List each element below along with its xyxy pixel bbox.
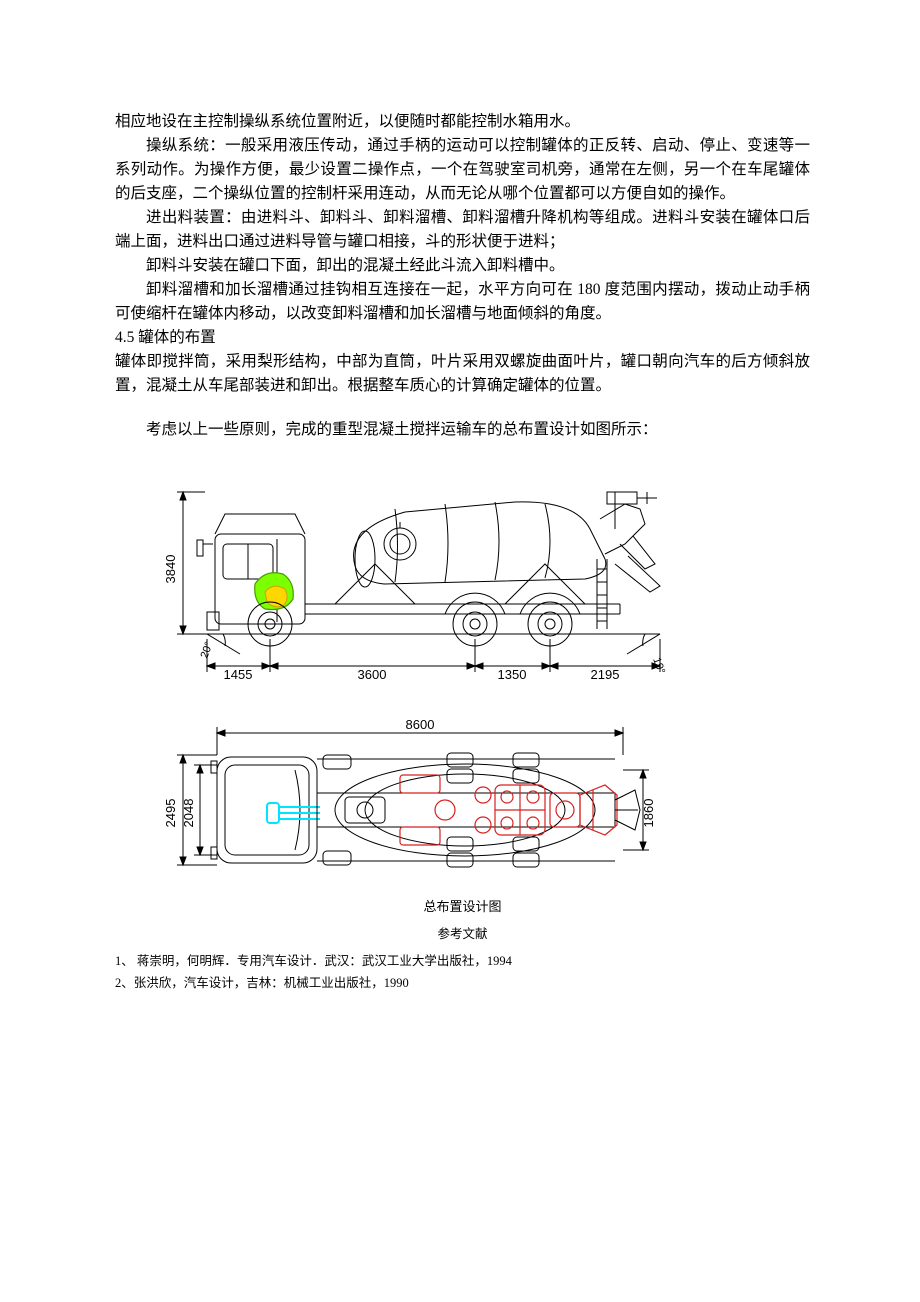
svg-text:3840: 3840 bbox=[163, 555, 178, 584]
svg-text:8600: 8600 bbox=[406, 717, 435, 732]
svg-text:2495: 2495 bbox=[163, 799, 178, 828]
paragraph: 罐体即搅拌筒，采用梨形结构，中部为直筒，叶片采用双螺旋曲面叶片，罐口朝向汽车的后… bbox=[115, 350, 810, 398]
paragraph: 卸料溜槽和加长溜槽通过挂钩相互连接在一起，水平方向可在 180 度范围内摆动，拨… bbox=[115, 278, 810, 326]
svg-text:1455: 1455 bbox=[224, 667, 253, 682]
references-list: 1、 蒋崇明，何明辉．专用汽车设计．武汉：武汉工业大学出版社，1994 2、张洪… bbox=[115, 950, 810, 994]
top-view-diagram: 8600 2495 2048 1860 bbox=[145, 715, 675, 890]
references-heading: 参考文献 bbox=[115, 923, 810, 942]
svg-text:1860: 1860 bbox=[641, 799, 656, 828]
svg-text:3600: 3600 bbox=[358, 667, 387, 682]
document-page: 相应地设在主控制操纵系统位置附近，以便随时都能控制水箱用水。 操纵系统：一般采用… bbox=[0, 0, 920, 1054]
svg-text:2195: 2195 bbox=[591, 667, 620, 682]
reference-item: 2、张洪欣，汽车设计，吉林：机械工业出版社，1990 bbox=[115, 972, 810, 994]
svg-text:2048: 2048 bbox=[181, 799, 196, 828]
paragraph: 操纵系统：一般采用液压传动，通过手柄的运动可以控制罐体的正反转、启动、停止、变速… bbox=[115, 134, 810, 206]
paragraph: 考虑以上一些原则，完成的重型混凝土搅拌运输车的总布置设计如图所示： bbox=[115, 418, 810, 442]
paragraph: 卸料斗安装在罐口下面，卸出的混凝土经此斗流入卸料槽中。 bbox=[115, 254, 810, 278]
reference-item: 1、 蒋崇明，何明辉．专用汽车设计．武汉：武汉工业大学出版社，1994 bbox=[115, 950, 810, 972]
paragraph: 相应地设在主控制操纵系统位置附近，以便随时都能控制水箱用水。 bbox=[115, 110, 810, 134]
section-heading: 4.5 罐体的布置 bbox=[115, 326, 810, 350]
figure-caption: 总布置设计图 bbox=[115, 896, 810, 915]
side-view-diagram: 3840 bbox=[145, 474, 675, 689]
svg-text:1350: 1350 bbox=[498, 667, 527, 682]
paragraph: 进出料装置：由进料斗、卸料斗、卸料溜槽、卸料溜槽升降机构等组成。进料斗安装在罐体… bbox=[115, 206, 810, 254]
